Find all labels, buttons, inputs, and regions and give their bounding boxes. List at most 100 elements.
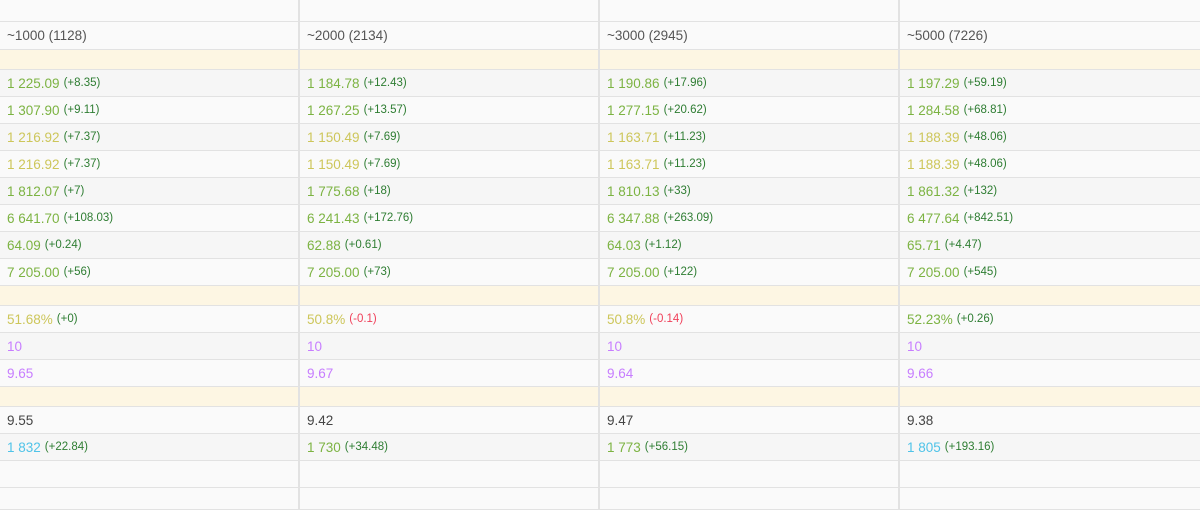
cell-value: 9.66 xyxy=(907,365,934,381)
table-row: 1 307.90 (+9.11) 1 267.25 (+13.57) 1 277.15(… xyxy=(0,97,1200,124)
table-cell xyxy=(0,286,300,305)
cell-value: 9.47 xyxy=(607,412,634,428)
table-row: 1 832 (+22.84) 1 730 (+34.48) 1 773 (+56.15) 1… xyxy=(0,434,1200,461)
table-cell: 7 205.00 (+73) xyxy=(300,259,600,285)
table-row: 9.55 9.42 9.47 9.38 xyxy=(0,407,1200,434)
table-cell xyxy=(300,488,600,509)
table-cell: 1 163.71 (+11.23) xyxy=(600,124,900,150)
cell-value: 52.23% xyxy=(907,311,953,327)
column-header: ~3000 (2945) xyxy=(600,22,900,49)
table-cell: 1 277.15 (+20.62) xyxy=(600,97,900,123)
table-cell: 1 188.39 (+48.06) xyxy=(900,151,1200,177)
cell-value: 1 832 xyxy=(7,439,41,455)
table-cell: 10 xyxy=(900,333,1200,359)
cell-value: 1 284.58 xyxy=(907,102,960,118)
cell-delta: (+20.62) xyxy=(663,104,707,116)
table-cell: 64.03 (+1.12) xyxy=(600,232,900,258)
table-cell: 6 347.88 (+263.09) xyxy=(600,205,900,231)
table-cell: 1 184.78 (+12.43) xyxy=(300,70,600,96)
table-cell: 9.55 xyxy=(0,407,300,433)
column-header: ~2000 (2134) xyxy=(300,22,600,49)
cell-delta: (+48.06) xyxy=(963,131,1007,143)
table-cell: 10 xyxy=(300,333,600,359)
cell-delta: (+842.51) xyxy=(963,212,1014,224)
section-divider-row xyxy=(0,286,1200,306)
table-cell xyxy=(600,50,900,69)
table-cell: 62.88 (+0.61) xyxy=(300,232,600,258)
cell-value: 1 150.49 xyxy=(307,156,360,172)
cell-delta: (+48.06) xyxy=(963,158,1007,170)
cell-value: 1 267.25 xyxy=(307,102,360,118)
cell-value: 1 188.39 xyxy=(907,156,960,172)
cell-value: 1 775.68 xyxy=(307,183,360,199)
cell-delta: (+34.48) xyxy=(344,441,388,453)
cell-delta: (+545) xyxy=(963,266,998,278)
table-cell: 1 832 (+22.84) xyxy=(0,434,300,460)
header-row: ~1000 (1128) ~2000 (2134) ~3000 (2945) ~500… xyxy=(0,22,1200,50)
table-cell: 50.8% (-0.14) xyxy=(600,306,900,332)
cell-delta: (+0.61) xyxy=(344,239,382,251)
table-cell xyxy=(0,387,300,406)
cell-delta: (+11.23) xyxy=(663,158,706,170)
table-cell: 9.67 xyxy=(300,360,600,386)
table-cell xyxy=(600,488,900,509)
table-cell: 10 xyxy=(0,333,300,359)
table-cell: 1 861.32 (+132) xyxy=(900,178,1200,204)
table-cell: 64.09 (+0.24) xyxy=(0,232,300,258)
cell-value: 9.65 xyxy=(7,365,34,381)
empty-row xyxy=(0,0,1200,22)
cell-delta: (+4.47) xyxy=(944,239,982,251)
column-header: ~5000 (7226) xyxy=(907,28,988,43)
table-cell: 10 xyxy=(600,333,900,359)
table-row: 1 216.92 (+7.37) 1 150.49 (+7.69) 1 163.71 (+… xyxy=(0,151,1200,178)
table-cell xyxy=(0,488,300,509)
cell-delta: (+0) xyxy=(56,313,78,325)
table-cell xyxy=(900,488,1200,509)
cell-delta: (+56) xyxy=(63,266,91,278)
table-cell: 1 188.39 (+48.06) xyxy=(900,124,1200,150)
cell-value: 62.88 xyxy=(307,237,341,253)
section-divider-row xyxy=(0,50,1200,70)
cell-delta: (+8.35) xyxy=(63,77,101,89)
table-cell: 7 205.00 (+122) xyxy=(600,259,900,285)
cell-value: 6 347.88 xyxy=(607,210,660,226)
cell-delta: (+108.03) xyxy=(63,212,114,224)
cell-value: 50.8% xyxy=(607,311,646,327)
cell-value: 9.38 xyxy=(907,412,934,428)
cell-value: 6 477.64 xyxy=(907,210,960,226)
table-cell: 1 812.07 (+7) xyxy=(0,178,300,204)
cell-value: 7 205.00 xyxy=(607,264,660,280)
cell-delta: (+18) xyxy=(363,185,391,197)
cell-value: 51.68% xyxy=(7,311,53,327)
table-cell: 9.66 xyxy=(900,360,1200,386)
table-cell: 52.23% (+0.26) xyxy=(900,306,1200,332)
table-cell: 65.71 (+4.47) xyxy=(900,232,1200,258)
cell-value: 1 150.49 xyxy=(307,129,360,145)
cell-value: 1 225.09 xyxy=(7,75,60,91)
table-cell: 9.42 xyxy=(300,407,600,433)
cell-delta: (+59.19) xyxy=(963,77,1007,89)
table-cell xyxy=(600,387,900,406)
table-row: 9.65 9.67 9.64 9.66 xyxy=(0,360,1200,387)
cell-value: 1 277.15 xyxy=(607,102,660,118)
table-cell xyxy=(0,0,300,21)
table-cell xyxy=(300,0,600,21)
table-row: 1 216.92 (+7.37) 1 150.49 (+7.69) 1 163.71 (+… xyxy=(0,124,1200,151)
cell-delta: (+0.26) xyxy=(956,313,994,325)
cell-delta: (+263.09) xyxy=(663,212,714,224)
table-cell: 7 205.00 (+56) xyxy=(0,259,300,285)
table-cell: 1 163.71 (+11.23) xyxy=(600,151,900,177)
table-row: 51.68% (+0) 50.8% (-0.1) 50.8% (-0.14) 52.23%(… xyxy=(0,306,1200,333)
cell-value: 1 188.39 xyxy=(907,129,960,145)
cell-value: 7 205.00 xyxy=(307,264,360,280)
cell-value: 10 xyxy=(607,338,623,354)
cell-delta: (+22.84) xyxy=(44,441,88,453)
table-cell xyxy=(300,286,600,305)
cell-value: 7 205.00 xyxy=(907,264,960,280)
cell-delta: (+56.15) xyxy=(644,441,688,453)
cell-delta: (+73) xyxy=(363,266,391,278)
cell-value: 1 216.92 xyxy=(7,129,60,145)
cell-delta: (+13.57) xyxy=(363,104,407,116)
table-row: 7 205.00 (+56) 7 205.00 (+73) 7 205.00 (+122)… xyxy=(0,259,1200,286)
table-cell: 1 216.92 (+7.37) xyxy=(0,124,300,150)
